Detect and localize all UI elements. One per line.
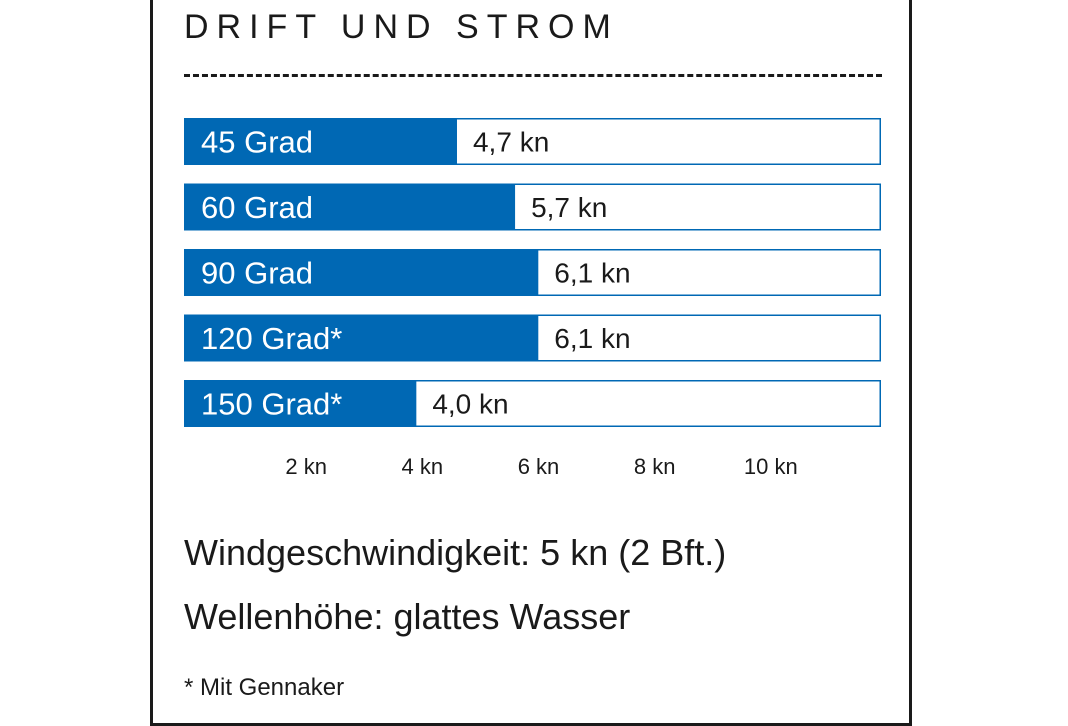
x-tick-label-1: 4 kn	[402, 454, 444, 479]
bar-1	[184, 183, 516, 231]
dashed-divider	[184, 74, 882, 77]
bar-value-label-2: 6,1 kn	[554, 258, 630, 289]
bar-value-label-4: 4,0 kn	[432, 389, 508, 420]
bar-value-label-1: 5,7 kn	[531, 192, 607, 223]
bar-value-label-0: 4,7 kn	[473, 127, 549, 158]
bar-category-label-2: 90 Grad	[201, 256, 313, 291]
bar-category-label-4: 150 Grad*	[201, 387, 342, 422]
chart-title: DRIFT UND STROM	[184, 8, 619, 46]
bar-4	[184, 380, 417, 427]
x-tick-label-2: 6 kn	[518, 454, 560, 479]
footnote: * Mit Gennaker	[184, 674, 345, 701]
wave-height-text: Wellenhöhe: glattes Wasser	[184, 596, 631, 637]
bar-category-label-1: 60 Grad	[201, 190, 313, 225]
x-tick-label-3: 8 kn	[634, 454, 676, 479]
x-tick-label-0: 2 kn	[285, 454, 327, 479]
bar-2	[184, 249, 539, 296]
x-tick-label-4: 10 kn	[744, 454, 798, 479]
bar-category-label-3: 120 Grad*	[201, 321, 342, 356]
bar-value-label-3: 6,1 kn	[554, 323, 630, 354]
wind-speed-text: Windgeschwindigkeit: 5 kn (2 Bft.)	[184, 532, 727, 573]
bar-0	[184, 118, 457, 165]
bar-category-label-0: 45 Grad	[201, 125, 313, 160]
bar-3	[184, 314, 539, 362]
